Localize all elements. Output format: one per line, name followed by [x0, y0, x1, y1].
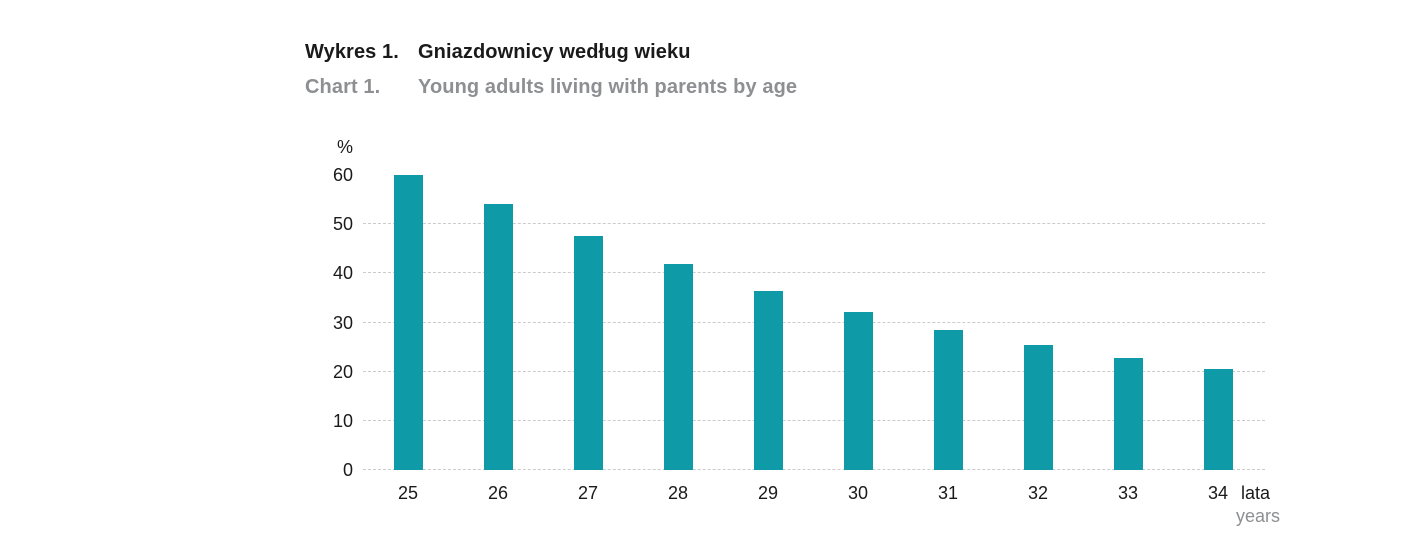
- bar-age-27: [573, 235, 603, 470]
- chart-title-english: Chart 1. Young adults living with parent…: [305, 75, 797, 99]
- gridline-10: [363, 419, 1265, 421]
- y-tick-label-30: 30: [332, 312, 353, 333]
- chart-title-text: Gniazdownicy według wieku: [418, 41, 691, 63]
- y-tick-label-60: 60: [332, 165, 353, 185]
- x-tick-label-28: 28: [667, 483, 689, 503]
- bar-age-30: [843, 312, 873, 470]
- chart-title-number: Wykres 1.: [305, 41, 399, 63]
- x-tick-label-30: 30: [847, 483, 869, 503]
- chart-title-polish: Wykres 1. Gniazdownicy według wieku: [305, 40, 797, 64]
- y-tick-label-20: 20: [332, 361, 353, 382]
- chart-header: Wykres 1. Gniazdownicy według wieku Char…: [305, 40, 797, 99]
- bar-age-34: [1203, 369, 1233, 470]
- bar-age-28: [663, 263, 693, 470]
- x-tick-label-31: 31: [937, 483, 959, 503]
- bar-age-29: [753, 290, 783, 470]
- gridline-50: [363, 223, 1265, 225]
- x-axis-unit-label: lata years: [1236, 482, 1280, 528]
- y-tick-label-40: 40: [332, 263, 353, 284]
- bar-age-26: [483, 203, 513, 470]
- bar-age-32: [1023, 344, 1053, 470]
- bar-age-33: [1113, 358, 1143, 470]
- x-tick-label-25: 25: [397, 483, 419, 503]
- x-tick-label-34: 34: [1207, 483, 1229, 503]
- gridline-20: [363, 370, 1265, 372]
- bar-age-31: [933, 329, 963, 470]
- bar-age-25: [393, 174, 423, 470]
- x-axis-unit-polish: lata: [1241, 483, 1271, 503]
- chart-subtitle-number: Chart 1.: [305, 76, 381, 98]
- y-tick-label-50: 50: [332, 214, 353, 235]
- gridline-40: [363, 272, 1265, 274]
- chart-subtitle-text: Young adults living with parents by age: [418, 76, 798, 98]
- x-tick-label-26: 26: [487, 483, 509, 503]
- bar-chart-plot-area: % lata years 0 10 20 30 40 50 60 25 26 27 28 29 30 31…: [333, 137, 1280, 526]
- x-tick-label-32: 32: [1027, 483, 1049, 503]
- gridline-30: [363, 321, 1265, 323]
- x-tick-label-27: 27: [577, 483, 599, 503]
- y-tick-label-0: 0: [342, 460, 353, 480]
- y-axis-unit-label: %: [336, 137, 353, 157]
- gridline-0: [363, 469, 1265, 470]
- x-axis-unit-english: years: [1236, 506, 1281, 526]
- x-tick-label-29: 29: [757, 483, 779, 503]
- y-tick-label-10: 10: [332, 410, 353, 431]
- x-tick-label-33: 33: [1117, 483, 1139, 503]
